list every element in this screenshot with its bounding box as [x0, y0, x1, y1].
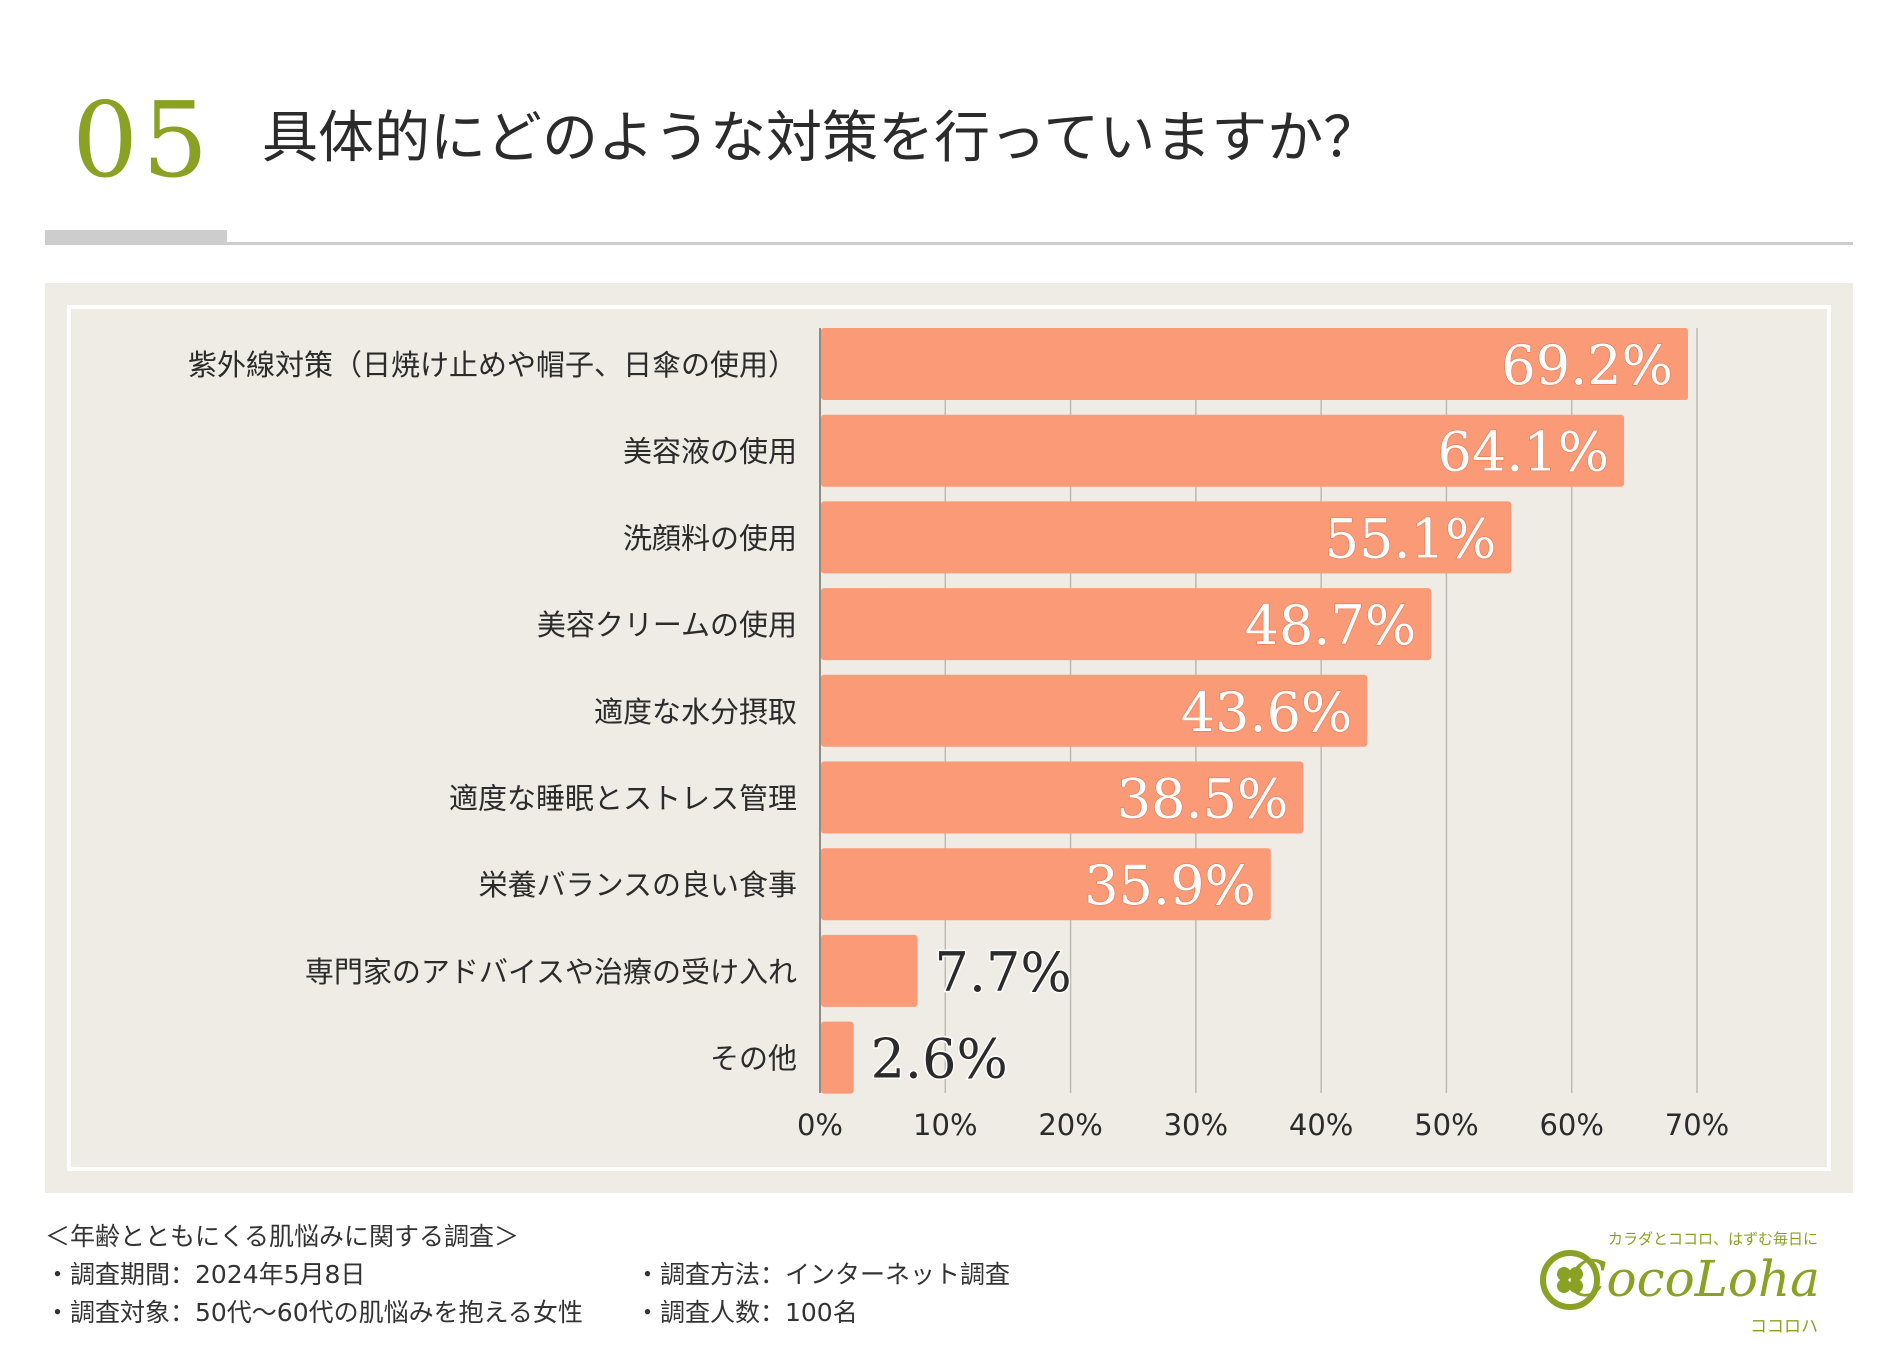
logo-name: CocoLoha [1568, 1250, 1820, 1308]
x-tick-label: 0% [797, 1108, 843, 1142]
chart-panel-frame [67, 305, 1831, 1171]
x-tick-label: 10% [913, 1108, 977, 1142]
value-label: 48.7% [1245, 594, 1417, 657]
logo-tagline: カラダとココロ、はずむ毎日に [1607, 1230, 1818, 1248]
question-title: 具体的にどのような対策を行っていますか？ [262, 106, 1380, 171]
value-label: 2.6% [871, 1028, 1008, 1091]
category-label: 紫外線対策（日焼け止めや帽子、日傘の使用） [188, 348, 797, 382]
x-tick-label: 20% [1038, 1108, 1102, 1142]
logo-kana: ココロハ [1750, 1317, 1818, 1337]
survey-title: ＜年齢とともにくる肌悩みに関する調査＞ [45, 1222, 520, 1251]
category-label: 美容液の使用 [623, 435, 797, 469]
clover-icon [1540, 1250, 1600, 1310]
category-label: 専門家のアドバイスや治療の受け入れ [305, 955, 797, 989]
bar [821, 674, 1368, 747]
value-label: 69.2% [1501, 334, 1673, 397]
x-tick-label: 40% [1289, 1108, 1353, 1142]
category-label: 洗顔料の使用 [623, 521, 797, 555]
bar [821, 848, 1271, 921]
bar [821, 1021, 854, 1094]
category-label: 美容クリームの使用 [537, 608, 797, 642]
bar [821, 414, 1625, 487]
category-label: 栄養バランスの良い食事 [479, 868, 797, 902]
value-label: 35.9% [1084, 854, 1256, 917]
x-tick-label: 70% [1665, 1108, 1729, 1142]
brand-logo: カラダとココロ、はずむ毎日に CocoLoha ココロハ [1540, 1228, 1840, 1338]
category-label: その他 [710, 1042, 797, 1076]
divider-thin [45, 242, 1853, 245]
survey-period: ・調査期間：2024年5月8日 [45, 1260, 366, 1289]
category-label: 適度な睡眠とストレス管理 [449, 782, 797, 816]
bar-chart: 紫外線対策（日焼け止めや帽子、日傘の使用） 69.2% 美容液の使用 64.1% 洗顔料… [188, 328, 1729, 1142]
chart-panel: 紫外線対策（日焼け止めや帽子、日傘の使用） 69.2% 美容液の使用 64.1% 洗顔料… [45, 283, 1853, 1193]
x-tick-label: 30% [1164, 1108, 1228, 1142]
bar [821, 328, 1688, 400]
x-tick-label: 50% [1414, 1108, 1478, 1142]
value-label: 7.7% [934, 941, 1071, 1004]
x-tick-label: 60% [1539, 1108, 1603, 1142]
value-label: 38.5% [1117, 768, 1289, 831]
value-label: 64.1% [1438, 421, 1610, 484]
bar [821, 501, 1512, 574]
bar [821, 934, 918, 1007]
question-number: 05 [72, 79, 213, 201]
bar [821, 761, 1304, 834]
survey-footer: ＜年齢とともにくる肌悩みに関する調査＞ ・調査期間：2024年5月8日 ・調査方… [45, 1218, 1010, 1332]
value-label: 43.6% [1181, 681, 1353, 744]
category-label: 適度な水分摂取 [594, 695, 797, 729]
value-label: 55.1% [1325, 507, 1497, 570]
bar [821, 588, 1432, 661]
divider-accent [45, 230, 227, 245]
survey-count: ・調査人数：100名 [635, 1298, 858, 1327]
survey-method: ・調査方法：インターネット調査 [635, 1260, 1011, 1289]
survey-target: ・調査対象：50代〜60代の肌悩みを抱える女性 [45, 1298, 583, 1327]
